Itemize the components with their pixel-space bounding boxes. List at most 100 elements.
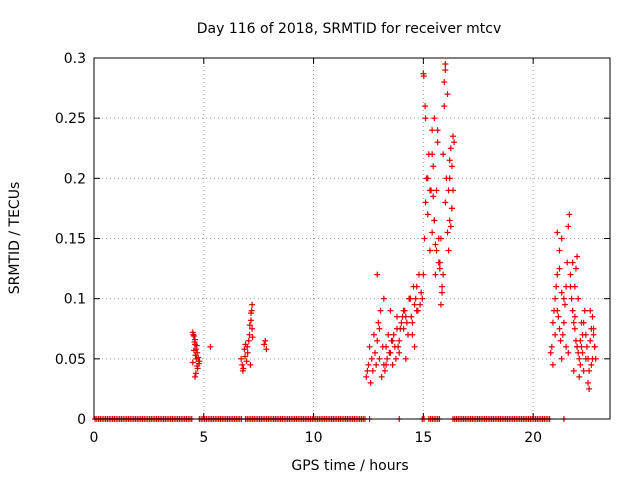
data-point (401, 307, 408, 314)
data-point (374, 337, 381, 344)
data-point (426, 187, 433, 194)
data-point (432, 271, 439, 278)
data-point (426, 247, 433, 254)
x-tick-label: 0 (90, 430, 99, 446)
data-point (429, 127, 436, 134)
data-point (451, 139, 458, 146)
data-point (586, 385, 593, 392)
data-point (555, 313, 562, 320)
data-point (193, 342, 200, 349)
data-point (570, 319, 577, 326)
data-point (591, 343, 598, 350)
data-point (408, 313, 415, 320)
data-point (442, 199, 449, 206)
data-point (424, 211, 431, 218)
data-point (392, 355, 399, 362)
data-point (399, 313, 406, 320)
data-point (553, 283, 560, 290)
data-point (245, 337, 252, 344)
data-point (378, 373, 385, 380)
y-tick-label: 0.05 (55, 352, 86, 368)
data-point (413, 307, 420, 314)
data-point (559, 331, 566, 338)
data-point (442, 61, 449, 68)
data-point (556, 325, 563, 332)
data-point (238, 355, 245, 362)
data-point (389, 337, 396, 344)
data-point (561, 301, 568, 308)
data-point (446, 217, 453, 224)
data-point (434, 139, 441, 146)
y-tick-label: 0.1 (64, 292, 86, 308)
data-point (384, 355, 391, 362)
data-point (189, 359, 196, 366)
data-point (587, 337, 594, 344)
data-point (421, 235, 428, 242)
data-points (92, 61, 599, 422)
data-point (409, 331, 416, 338)
data-point (556, 265, 563, 272)
data-point (563, 343, 570, 350)
data-point (387, 307, 394, 314)
data-point (440, 271, 447, 278)
data-point (440, 151, 447, 158)
data-point (389, 361, 396, 368)
data-point (418, 289, 425, 296)
data-point (585, 379, 592, 386)
data-point (247, 361, 254, 368)
data-point (446, 157, 453, 164)
data-point (576, 373, 583, 380)
data-point (560, 295, 567, 302)
data-point (376, 325, 383, 332)
data-point (407, 295, 414, 302)
data-point (569, 259, 576, 266)
data-point (194, 365, 201, 372)
data-point (564, 259, 571, 266)
data-point (557, 337, 564, 344)
data-point (430, 193, 437, 200)
y-tick-label: 0.2 (64, 171, 86, 187)
data-point (444, 91, 451, 98)
data-point (403, 319, 410, 326)
data-point (396, 349, 403, 356)
data-point (588, 361, 595, 368)
data-point (558, 289, 565, 296)
data-point (420, 73, 427, 80)
data-point (590, 325, 597, 332)
data-point (381, 367, 388, 374)
data-point (363, 373, 370, 380)
data-point (582, 331, 589, 338)
data-point (586, 367, 593, 374)
data-point (249, 334, 256, 341)
data-point (435, 259, 442, 266)
data-point (432, 241, 439, 248)
data-point (419, 295, 426, 302)
data-point (442, 67, 449, 74)
data-point (437, 301, 444, 308)
data-point (548, 343, 555, 350)
data-point (571, 313, 578, 320)
data-point (422, 103, 429, 110)
data-point (243, 358, 250, 365)
data-point (192, 352, 199, 359)
data-point (367, 379, 374, 386)
data-point (569, 307, 576, 314)
data-point (193, 355, 200, 362)
data-point (379, 343, 386, 350)
data-point (552, 331, 559, 338)
data-point (191, 338, 198, 345)
data-point (429, 229, 436, 236)
data-point (383, 361, 390, 368)
data-point (433, 187, 440, 194)
y-axis-label: SRMTID / TECUs (7, 182, 23, 295)
data-point (261, 341, 268, 348)
data-point (566, 211, 573, 218)
x-axis: 0 5 10 15 20 (90, 58, 542, 446)
data-point (411, 343, 418, 350)
data-point (554, 307, 561, 314)
data-point (411, 301, 418, 308)
x-tick-label: 5 (199, 430, 208, 446)
chart-title: Day 116 of 2018, SRMTID for receiver mtc… (197, 21, 502, 37)
data-point (580, 367, 587, 374)
data-point (369, 367, 376, 374)
